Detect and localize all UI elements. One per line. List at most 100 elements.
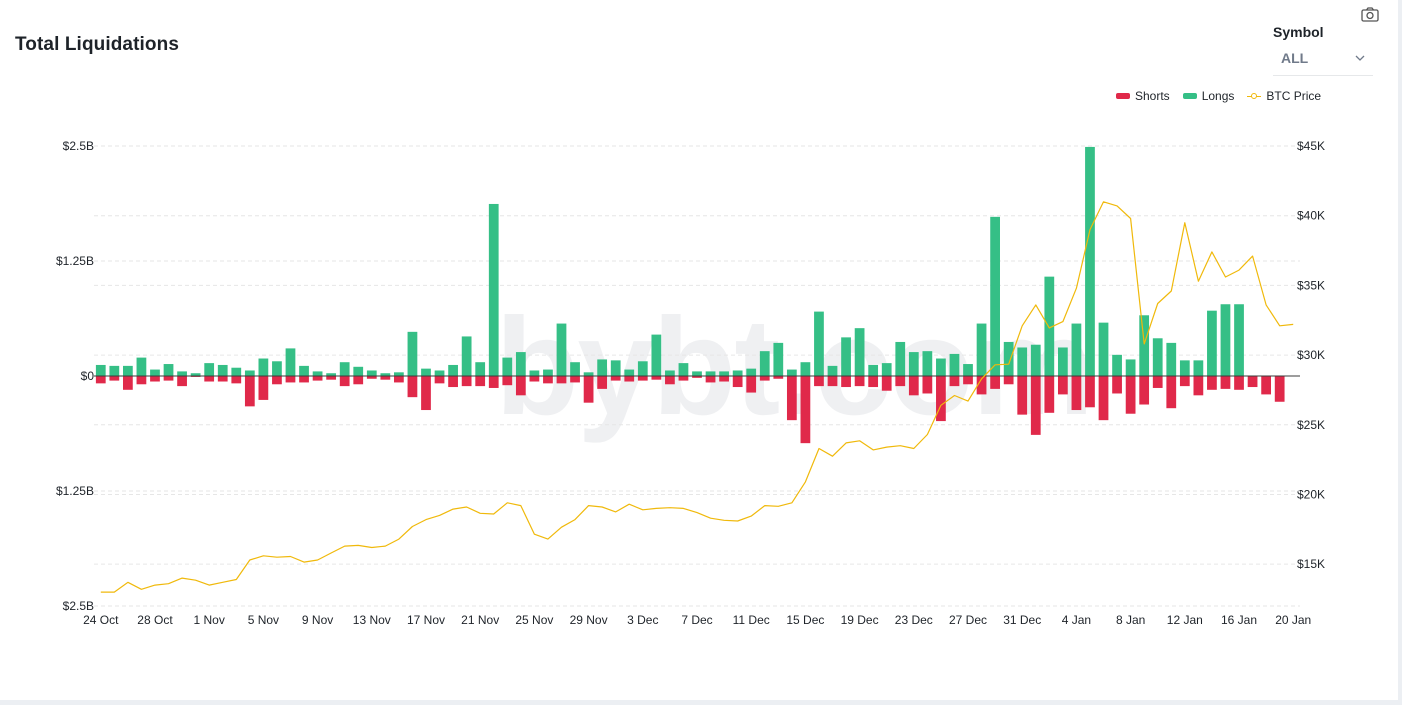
shorts-bar	[244, 376, 255, 407]
shorts-bar	[692, 376, 702, 378]
longs-bar	[231, 367, 242, 376]
shorts-bar	[299, 376, 309, 383]
longs-bar	[1125, 359, 1136, 376]
legend-shorts-label: Shorts	[1135, 89, 1170, 103]
x-tick-label: 28 Oct	[137, 613, 173, 627]
shorts-bar	[1030, 376, 1041, 435]
shorts-bar	[95, 376, 106, 384]
shorts-bar	[976, 376, 987, 395]
right-tick-label: $30K	[1297, 348, 1325, 362]
x-tick-label: 4 Jan	[1062, 613, 1091, 627]
legend-shorts[interactable]: Shorts	[1116, 89, 1170, 103]
shorts-bar	[881, 376, 892, 391]
longs-bar	[475, 362, 486, 376]
longs-bar	[908, 352, 919, 376]
longs-bar	[502, 357, 513, 376]
shorts-bar	[868, 376, 879, 388]
longs-bar	[1112, 354, 1122, 376]
longs-bar	[543, 369, 553, 376]
shorts-bar	[570, 376, 580, 383]
longs-bar	[1166, 342, 1177, 376]
page-title: Total Liquidations	[15, 34, 179, 55]
shorts-bar	[1261, 376, 1272, 395]
shorts-bar	[583, 376, 594, 403]
shorts-bar	[1207, 376, 1217, 390]
longs-bar	[1152, 338, 1163, 376]
shorts-bar	[1071, 376, 1082, 411]
chart-legend: Shorts Longs BTC Price	[1116, 89, 1321, 103]
longs-bar	[285, 348, 296, 376]
shorts-bar	[366, 376, 377, 379]
legend-btc-price-swatch	[1247, 92, 1262, 100]
x-tick-label: 24 Oct	[83, 613, 119, 627]
longs-bar	[177, 371, 187, 376]
longs-bar	[705, 371, 716, 376]
longs-bar	[339, 362, 350, 376]
shorts-bar	[434, 376, 445, 384]
longs-bar	[258, 358, 269, 376]
shorts-bar	[990, 376, 1000, 389]
x-tick-label: 5 Nov	[248, 613, 279, 627]
longs-bar	[272, 361, 282, 376]
shorts-bar	[475, 376, 486, 387]
shorts-bar	[841, 376, 851, 388]
shorts-bar	[1017, 376, 1028, 415]
shorts-bar	[136, 376, 147, 385]
shorts-bar	[1125, 376, 1136, 414]
longs-bar	[976, 323, 987, 376]
shorts-bar	[963, 376, 973, 385]
x-tick-label: 7 Dec	[681, 613, 712, 627]
longs-bar	[353, 366, 364, 376]
shorts-bar	[1166, 376, 1177, 409]
shorts-bar	[448, 376, 458, 388]
longs-bar	[1071, 323, 1082, 376]
longs-bar	[366, 370, 377, 376]
x-tick-label: 16 Jan	[1221, 613, 1257, 627]
longs-bar	[556, 323, 567, 376]
longs-bar	[678, 363, 689, 376]
shorts-bar	[461, 376, 472, 387]
symbol-select[interactable]: ALL	[1273, 44, 1373, 76]
shorts-bar	[217, 376, 228, 382]
shorts-bar	[529, 376, 540, 382]
legend-longs[interactable]: Longs	[1182, 89, 1234, 103]
shorts-bar	[1220, 376, 1231, 389]
legend-btc-price[interactable]: BTC Price	[1247, 89, 1321, 103]
longs-bar	[488, 203, 499, 376]
shorts-bar	[177, 376, 187, 387]
camera-icon[interactable]	[1360, 6, 1380, 24]
left-tick-label: $1.25B	[56, 484, 94, 498]
longs-bar	[380, 373, 391, 376]
x-tick-label: 27 Dec	[949, 613, 987, 627]
shorts-bar	[719, 376, 729, 382]
longs-bar	[109, 365, 120, 376]
x-tick-label: 3 Dec	[627, 613, 658, 627]
longs-bar	[868, 364, 879, 376]
panel-edge	[1398, 0, 1402, 705]
x-tick-label: 15 Dec	[786, 613, 824, 627]
shorts-bar	[339, 376, 350, 387]
shorts-bar	[1085, 376, 1095, 408]
shorts-bar	[109, 376, 120, 381]
right-tick-label: $25K	[1297, 418, 1325, 432]
shorts-bar	[380, 376, 391, 380]
longs-bar	[421, 368, 431, 376]
shorts-bar	[285, 376, 296, 383]
longs-bar	[394, 372, 404, 376]
longs-bar	[1234, 304, 1244, 376]
shorts-bar	[1044, 376, 1055, 413]
shorts-bar	[651, 376, 662, 380]
x-tick-label: 20 Jan	[1275, 613, 1311, 627]
x-tick-label: 25 Nov	[515, 613, 553, 627]
longs-bar	[570, 362, 580, 376]
longs-bar	[624, 369, 635, 376]
longs-bar	[610, 360, 621, 376]
shorts-bar	[610, 376, 621, 381]
panel-edge-bottom	[0, 700, 1402, 705]
longs-bar	[637, 361, 648, 376]
shorts-bar	[1057, 376, 1068, 395]
shorts-bar	[394, 376, 404, 383]
shorts-bar	[163, 376, 174, 381]
longs-bar	[515, 352, 526, 376]
shorts-bar	[407, 376, 418, 398]
